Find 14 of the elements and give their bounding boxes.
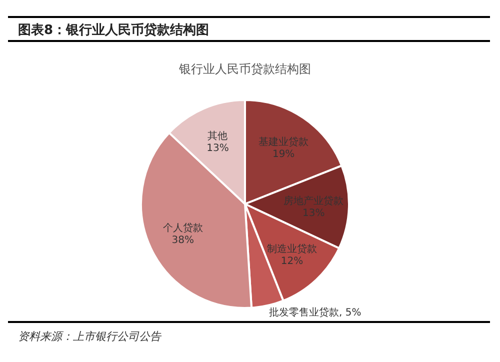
data-label: 38% — [172, 235, 194, 246]
text: 资料来源：上市银行公司公告 — [18, 330, 162, 343]
data-label: 12% — [280, 256, 304, 268]
slice-label: 房地产业贷款 — [284, 195, 344, 208]
slice-label: 批发零售业贷款, 5% — [268, 306, 362, 318]
data-label: 13% — [206, 143, 229, 154]
slice-label: 制造业贷款 — [266, 243, 317, 256]
data-label: 19% — [272, 149, 295, 160]
chart-title: 图表8：银行业人民币贷款结构图 — [18, 22, 210, 38]
slice-label: 基建业贷款 — [258, 136, 309, 148]
slice-label: 其他 — [208, 130, 228, 142]
chart-subtitle: 银行业人民币贷款结构图 — [178, 62, 311, 76]
slice-label: 个人贷款 — [162, 222, 203, 234]
data-label: 13% — [302, 208, 325, 220]
